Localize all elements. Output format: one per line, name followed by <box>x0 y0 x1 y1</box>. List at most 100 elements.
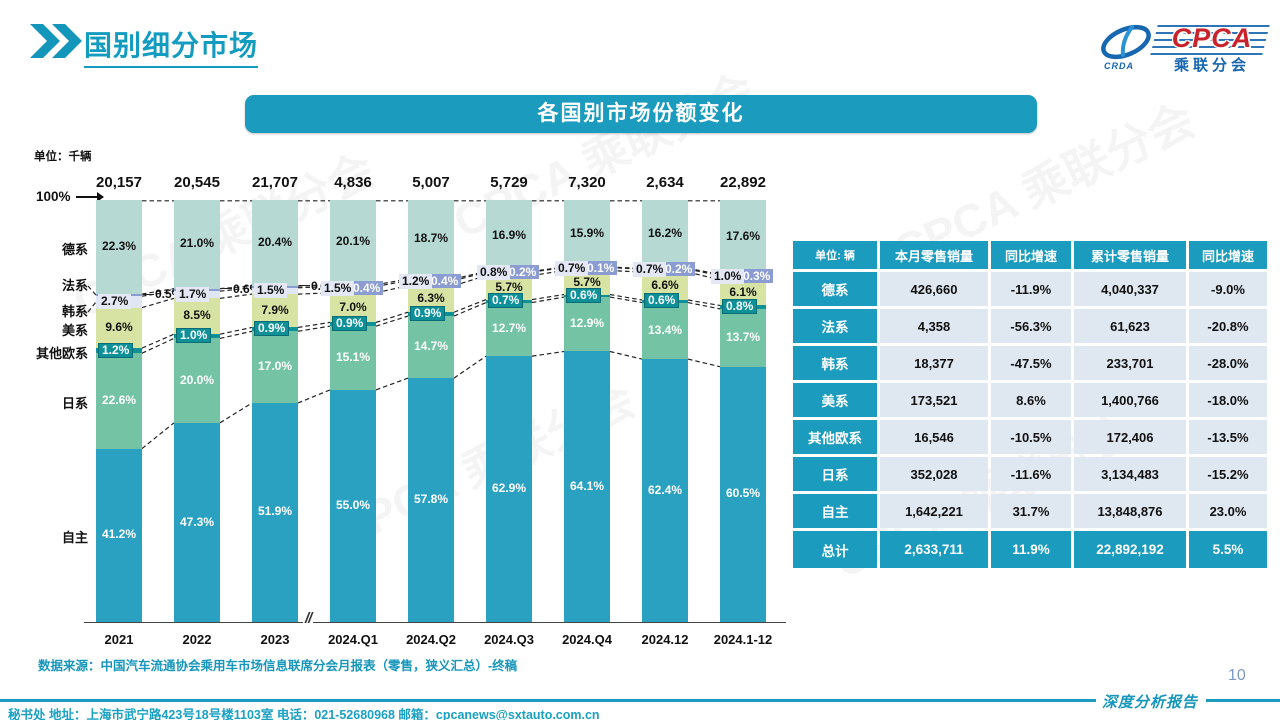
x-axis-label: 2024.1-12 <box>713 632 773 647</box>
seg-label: 14.7% <box>413 339 449 354</box>
bar-total-label: 4,836 <box>334 174 372 191</box>
seg-label: 12.9% <box>569 316 605 331</box>
bar-segment-自主 <box>720 366 766 622</box>
seg-label: 41.2% <box>101 527 137 542</box>
callout-line <box>221 288 232 290</box>
seg-label: 22.3% <box>101 239 137 254</box>
page-title: 国别细分市场 <box>84 24 259 68</box>
bar-total-label: 20,545 <box>174 174 220 191</box>
bar-segment-日系 <box>720 308 766 367</box>
dashed-connector <box>375 377 409 391</box>
bar-segment-德系 <box>252 200 298 287</box>
table-row: 自主 1,642,221 31.7% 13,848,876 23.0% <box>793 494 1267 528</box>
table-column-header: 同比增速 <box>1189 241 1267 269</box>
seg-label: 1.2% <box>399 274 433 290</box>
table-row: 韩系 18,377 -47.5% 233,701 -28.0% <box>793 346 1267 380</box>
seg-label: 1.0% <box>711 269 745 284</box>
seg-label: 20.0% <box>179 372 215 387</box>
x-axis-label: 2024.Q1 <box>328 632 378 647</box>
table-cell: 233,701 <box>1074 346 1186 380</box>
table-row-label: 法系 <box>793 309 877 343</box>
table-cell: 61,623 <box>1074 309 1186 343</box>
stacked-bar <box>720 200 766 622</box>
stacked-bar <box>330 200 376 622</box>
x-axis-label: 2024.Q3 <box>484 632 534 647</box>
dashed-connector <box>141 333 175 349</box>
table-row-label: 德系 <box>793 272 877 306</box>
seg-label-badge: 1.0% <box>176 328 212 344</box>
dashed-connector <box>453 355 487 379</box>
seg-label: 22.6% <box>101 392 137 407</box>
table-cell: 3,134,483 <box>1074 457 1186 491</box>
seg-label-badge: 0.8% <box>722 299 758 315</box>
bar-segment-德系 <box>486 200 532 272</box>
seg-label: 0.7% <box>633 262 667 278</box>
seg-label: 20.1% <box>335 234 371 249</box>
bar-segment-德系 <box>564 200 610 268</box>
table-total-cell: 5.5% <box>1189 531 1267 568</box>
bar-segment-美系 <box>174 298 220 335</box>
seg-label: 16.9% <box>491 227 527 242</box>
table-row: 法系 4,358 -56.3% 61,623 -20.8% <box>793 309 1267 343</box>
logo-crda-text: CRDA <box>1104 61 1134 71</box>
bar-segment-自主 <box>486 356 532 622</box>
callout-line <box>299 285 310 287</box>
series-name-label-日系: 日系 <box>61 395 88 411</box>
dashed-connector <box>141 337 175 354</box>
bar-segment-自主 <box>96 448 142 623</box>
table-cell: -18.0% <box>1189 383 1267 417</box>
dashed-connector <box>297 389 331 404</box>
dashed-connector <box>609 293 643 301</box>
right-arrow-icon <box>75 191 104 202</box>
chart-title-banner: 各国别市场份额变化 <box>245 95 1037 133</box>
footer-divider-right <box>1206 699 1280 702</box>
bar-segment-日系 <box>564 297 610 352</box>
seg-label: 6.1% <box>729 284 757 299</box>
table-row: 德系 426,660 -11.9% 4,040,337 -9.0% <box>793 272 1267 306</box>
seg-label: 60.5% <box>725 486 761 501</box>
table-cell: 23.0% <box>1189 494 1267 528</box>
bar-total-label: 7,320 <box>568 174 606 191</box>
table-row-label: 自主 <box>793 494 877 528</box>
dashed-connector <box>219 326 253 335</box>
seg-label-badge: 0.4% <box>428 274 462 289</box>
bar-segment-日系 <box>252 331 298 403</box>
bar-total-label: 5,007 <box>412 174 450 191</box>
table-row-label: 日系 <box>793 457 877 491</box>
table-cell: -10.5% <box>991 420 1071 454</box>
seg-label: 15.9% <box>569 225 605 240</box>
page-number: 10 <box>1228 667 1246 684</box>
table-cell: -15.2% <box>1189 457 1267 491</box>
seg-label: 62.9% <box>491 480 527 495</box>
dashed-connector <box>687 299 721 307</box>
stacked-bar-chart: // 20,157 2021 22.3% 0.5% 2.7% 9.6% 1.2% 22.6% 4… <box>84 174 786 647</box>
seg-label-badge: 0.9% <box>410 306 446 322</box>
stacked-bar <box>174 200 220 623</box>
bar-segment-美系 <box>96 307 142 349</box>
bar-segment-日系 <box>330 326 376 390</box>
seg-label: 0.8% <box>477 265 511 281</box>
seg-label: 57.8% <box>413 492 449 507</box>
bar-segment-自主 <box>252 402 298 622</box>
table-cell: -20.8% <box>1189 309 1267 343</box>
footer-report-label: 深度分析报告 <box>1102 695 1199 711</box>
table-cell: 16,546 <box>880 420 988 454</box>
seg-label: 7.9% <box>261 302 289 317</box>
footer-contact-info: 秘书处 地址：上海市武宁路423号18号楼1103室 电话：021-526809… <box>8 708 600 720</box>
seg-label-badge: 0.9% <box>332 316 368 332</box>
seg-label: 0.7% <box>555 260 589 276</box>
bar-segment-日系 <box>174 338 220 423</box>
seg-label-badge: 0.9% <box>254 321 290 337</box>
seg-label: 12.7% <box>491 321 527 336</box>
table-cell: 13,848,876 <box>1074 494 1186 528</box>
table-body: 德系 426,660 -11.9% 4,040,337 -9.0% 法系 4,358 -56.… <box>793 272 1267 568</box>
table-row-label: 其他欧系 <box>793 420 877 454</box>
series-name-label-法系: 法系 <box>61 278 88 294</box>
bar-segment-日系 <box>642 302 688 360</box>
bar-segment-德系 <box>96 200 142 295</box>
seg-label: 5.7% <box>573 274 601 289</box>
sales-data-table: 单位: 辆本月零售销量 同比增速 累计零售销量 同比增速 德系 426,660 -11.9%… <box>790 238 1270 571</box>
table-cell: -28.0% <box>1189 346 1267 380</box>
table-cell: 173,521 <box>880 383 988 417</box>
table-cell: 18,377 <box>880 346 988 380</box>
